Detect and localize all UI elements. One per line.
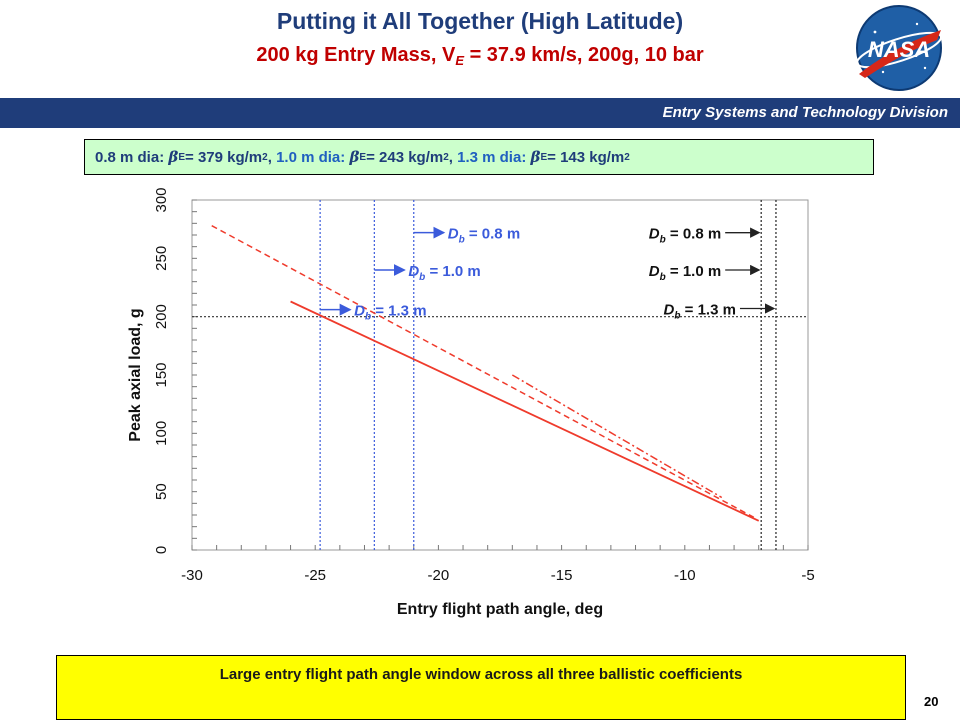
exit-limit-label: Db = 1.0 m [649, 263, 721, 283]
beta-subscript-2: E [359, 151, 367, 163]
entry-limit-label: Db = 1.0 m [408, 263, 480, 283]
page-subtitle: 200 kg Entry Mass, VE = 37.9 km/s, 200g,… [0, 44, 960, 68]
info-diameter-3: 1.3 m dia: [457, 148, 527, 166]
info-diameter-2: 1.0 m dia: [276, 148, 346, 166]
y-tick-label: 250 [153, 246, 170, 271]
beta-symbol-2: β [349, 148, 360, 166]
conclusion-text: Large entry flight path angle window acr… [219, 666, 743, 683]
y-tick-label: 100 [153, 421, 170, 446]
entry-limit-label: Db = 1.3 m [354, 303, 426, 323]
subtitle-subscript: E [455, 53, 465, 68]
series-line-d10 [211, 225, 755, 518]
x-tick-label: -25 [304, 567, 326, 584]
y-tick-label: 0 [153, 546, 170, 554]
y-tick-label: 50 [153, 483, 170, 500]
info-beta-1: = 379 kg/m [185, 148, 263, 166]
x-tick-label: -5 [801, 567, 814, 584]
conclusion-box: Large entry flight path angle window acr… [56, 655, 906, 720]
series-line-d13 [290, 300, 760, 522]
ballistic-coefficient-box: 0.8 m dia: β E = 379 kg/m 2, 1.0 m dia: β E =… [84, 139, 874, 175]
y-tick-label: 150 [153, 362, 170, 387]
peak-load-chart: -30 -25 -20 -15 -10 -5 0 50 100 150 200 250 300 Entry… [127, 187, 815, 618]
info-diameter-1: 0.8 m dia: [95, 148, 165, 166]
info-beta-3: = 143 kg/m [547, 148, 625, 166]
division-label: Entry Systems and Technology Division [662, 104, 948, 121]
entry-limit-label: Db = 0.8 m [448, 226, 520, 246]
unit-exponent-2: 2 [443, 151, 449, 163]
subtitle-suffix: = 37.9 km/s, 200g, 10 bar [464, 44, 704, 66]
beta-symbol-3: β [530, 148, 541, 166]
exit-limit-label: Db = 0.8 m [649, 226, 721, 246]
nasa-logo-text: NASA [868, 37, 930, 62]
x-tick-label: -30 [181, 567, 203, 584]
unit-exponent-3: 2 [624, 151, 630, 163]
subtitle-prefix: 200 kg Entry Mass, V [256, 44, 456, 66]
beta-symbol-1: β [168, 148, 179, 166]
x-tick-label: -20 [428, 567, 450, 584]
page-number: 20 [924, 694, 939, 709]
division-bar: Entry Systems and Technology Division [0, 98, 960, 128]
x-tick-label: -15 [551, 567, 573, 584]
x-tick-label: -10 [674, 567, 696, 584]
beta-subscript-1: E [178, 151, 186, 163]
x-axis-label: Entry flight path angle, deg [397, 601, 603, 618]
y-tick-label: 300 [153, 187, 170, 212]
exit-limit-label: Db = 1.3 m [664, 302, 736, 322]
unit-exponent-1: 2 [262, 151, 268, 163]
info-beta-2: = 243 kg/m [366, 148, 444, 166]
nasa-logo-icon: NASA [856, 5, 942, 91]
beta-subscript-3: E [540, 151, 548, 163]
y-tick-label: 200 [153, 304, 170, 329]
y-axis-label: Peak axial load, g [127, 308, 144, 441]
page-title: Putting it All Together (High Latitude) [276, 8, 684, 34]
